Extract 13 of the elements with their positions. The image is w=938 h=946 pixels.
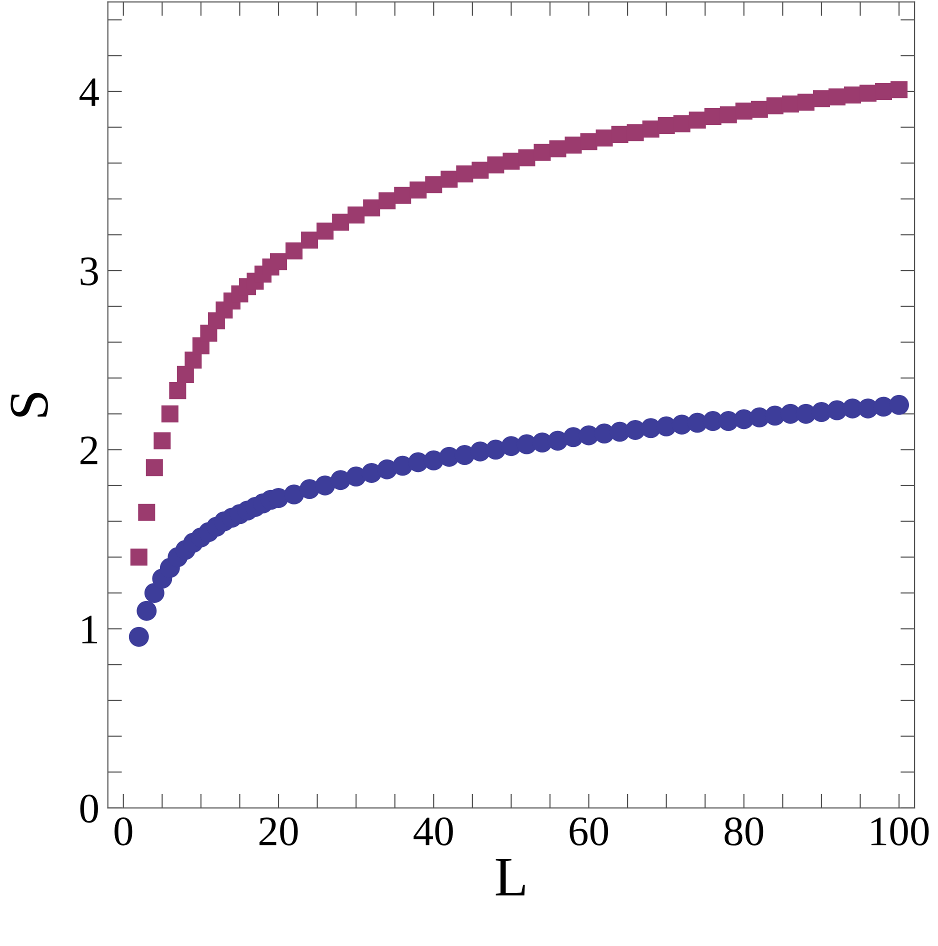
y-tick-label: 2	[80, 436, 98, 464]
x-tick-label: 20	[260, 817, 298, 846]
y-tick-label: 3	[80, 257, 98, 286]
x-axis-title: L	[496, 858, 525, 896]
x-tick-label: 80	[724, 817, 764, 846]
x-tick-label: 40	[414, 817, 453, 846]
y-tick-label: 4	[80, 78, 99, 106]
y-tick-label: 1	[82, 616, 98, 644]
y-tick-label: 0	[80, 794, 98, 823]
x-tick-label: 0	[114, 817, 132, 846]
y-axis-title: S	[10, 392, 48, 417]
x-tick-label: 60	[570, 817, 608, 846]
x-tick-label: 100	[871, 817, 929, 846]
